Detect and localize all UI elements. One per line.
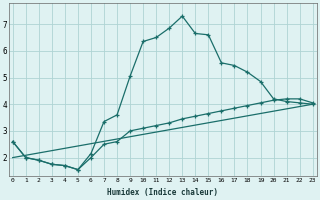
X-axis label: Humidex (Indice chaleur): Humidex (Indice chaleur) — [107, 188, 218, 197]
